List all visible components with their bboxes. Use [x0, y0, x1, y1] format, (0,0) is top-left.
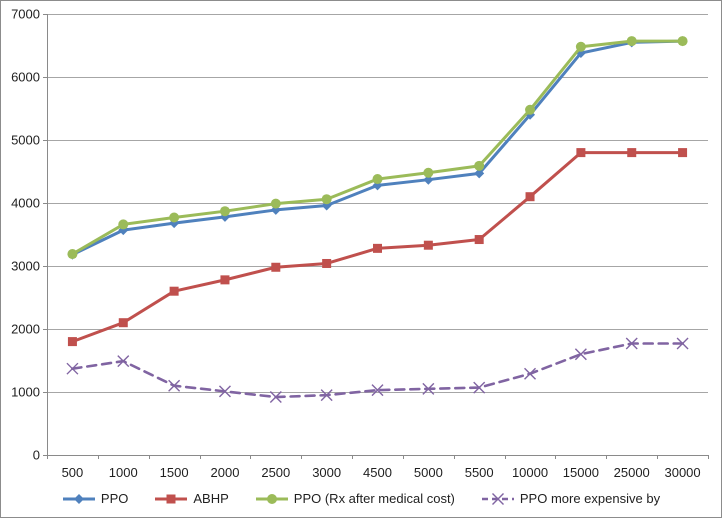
x-marker — [269, 391, 282, 404]
y-axis-tick-label: 7000 — [11, 7, 40, 22]
series-line — [70, 39, 685, 257]
x-axis-tick-label: 500 — [62, 465, 84, 480]
x-axis-tick-label: 5000 — [414, 465, 443, 480]
plot-area: 0 1000 2000 3000 4000 5000 6000 7000 500 1000 1500… — [11, 7, 709, 480]
y-axis-tick-label: 6000 — [11, 70, 40, 85]
x-marker — [320, 389, 333, 402]
x-axis-tick-label: 1500 — [160, 465, 189, 480]
series-ppo-rx-after-medical-cost- — [67, 36, 688, 260]
x-axis-tick-label: 3000 — [312, 465, 341, 480]
circle-marker — [474, 160, 485, 171]
legend-label: ABHP — [193, 491, 229, 506]
square-marker — [118, 318, 128, 328]
y-axis-tick-label: 1000 — [11, 385, 40, 400]
circle-marker — [266, 494, 277, 504]
series-ppo — [67, 36, 688, 260]
circle-marker — [423, 167, 434, 178]
circle-marker — [118, 219, 129, 230]
legend-item-ppo: PPO — [62, 491, 128, 507]
circle-marker — [67, 249, 78, 260]
legend-label: PPO more expensive by — [519, 491, 661, 506]
x-axis-tick-label: 15000 — [563, 465, 599, 480]
circle-marker — [270, 198, 281, 209]
circle-marker — [525, 104, 536, 115]
y-axis-tick-label: 0 — [33, 448, 40, 463]
square-marker — [423, 240, 433, 250]
square-marker — [322, 258, 332, 268]
x-axis-tick-label: 30000 — [664, 465, 700, 480]
x-axis-tick-label: 2500 — [261, 465, 290, 480]
legend-x-sample-icon — [481, 493, 514, 505]
diamond-marker — [423, 174, 434, 185]
legend-item-ppo-rx-after-medical-cost-: PPO (Rx after medical cost) — [255, 491, 455, 507]
diamond-marker — [474, 168, 485, 179]
circle-marker — [321, 194, 332, 205]
x-marker — [574, 348, 587, 361]
x-marker — [676, 337, 689, 350]
square-marker — [169, 286, 179, 296]
x-marker — [625, 337, 638, 350]
x-marker — [422, 382, 435, 395]
y-axis-tick-label: 5000 — [11, 133, 40, 148]
x-axis-tick-label: 10000 — [512, 465, 548, 480]
circle-marker — [626, 36, 637, 47]
series-line — [70, 39, 685, 256]
circle-marker — [169, 212, 180, 223]
chart-legend: PPO ABHP PPO (Rx after medical cost) PPO mo… — [0, 491, 722, 507]
square-marker — [678, 148, 688, 158]
y-axis-tick-label: 3000 — [11, 259, 40, 274]
x-axis-tick-label: 4500 — [363, 465, 392, 480]
x-marker — [371, 384, 384, 397]
square-marker — [67, 337, 77, 347]
x-axis-tick-label: 5500 — [465, 465, 494, 480]
square-marker — [474, 235, 484, 245]
series-line — [71, 342, 684, 399]
y-axis-tick-label: 2000 — [11, 322, 40, 337]
square-marker — [166, 494, 176, 504]
series-abhp — [67, 148, 688, 347]
series-ppo-more-expensive-by — [66, 337, 689, 404]
square-marker — [627, 148, 637, 158]
legend-item-abhp: ABHP — [154, 491, 229, 507]
legend-label: PPO — [100, 491, 129, 506]
x-marker — [218, 385, 231, 398]
square-marker — [525, 192, 535, 202]
x-marker — [473, 381, 486, 394]
circle-marker — [372, 174, 383, 185]
circle-marker — [677, 36, 688, 47]
x-marker — [66, 362, 79, 375]
y-axis-tick-label: 4000 — [11, 196, 40, 211]
x-axis-tick-label: 25000 — [614, 465, 650, 480]
square-marker — [373, 243, 382, 253]
x-marker — [524, 367, 537, 380]
x-marker — [117, 355, 130, 368]
x-marker — [491, 493, 504, 505]
square-marker — [576, 148, 586, 158]
square-marker — [271, 262, 281, 272]
square-marker — [220, 275, 230, 285]
diamond-marker — [73, 494, 84, 504]
x-axis-tick-label: 2000 — [211, 465, 240, 480]
legend-diamond-sample-icon — [62, 494, 95, 504]
legend-item-ppo-more-expensive-by: PPO more expensive by — [481, 491, 660, 507]
circle-marker — [219, 206, 230, 217]
x-marker — [168, 379, 181, 392]
legend-square-sample-icon — [155, 494, 188, 504]
legend-circle-sample-icon — [255, 494, 288, 504]
x-axis-tick-label: 1000 — [109, 465, 138, 480]
circle-marker — [575, 41, 586, 52]
legend-label: PPO (Rx after medical cost) — [293, 491, 455, 506]
